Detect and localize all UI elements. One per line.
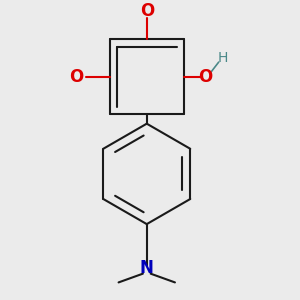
- Text: O: O: [198, 68, 212, 86]
- Text: N: N: [140, 260, 154, 278]
- Text: O: O: [140, 2, 154, 20]
- Text: H: H: [218, 51, 228, 65]
- Text: O: O: [69, 68, 83, 86]
